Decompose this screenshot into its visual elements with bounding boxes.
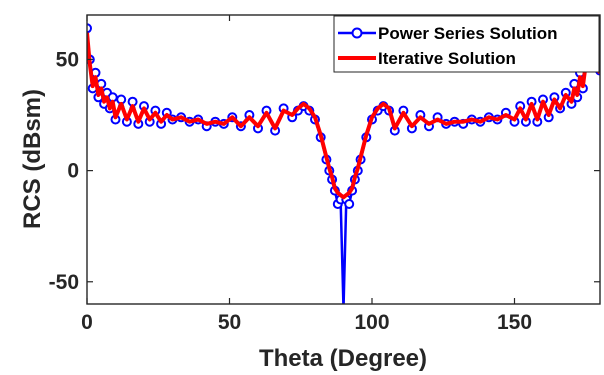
x-axis-label: Theta (Degree) — [259, 345, 427, 372]
y-tick-label: 50 — [56, 48, 79, 71]
y-tick-label: -50 — [49, 271, 79, 294]
data-point-power-series-solution — [344, 199, 355, 209]
data-point-power-series-solution — [341, 303, 346, 304]
legend-box — [333, 15, 600, 73]
series-line-iterative-solution — [87, 30, 600, 200]
x-tick-label: 0 — [81, 311, 93, 334]
x-tick-label: 50 — [218, 311, 241, 334]
legend-label-iterative: Iterative Solution — [378, 49, 516, 68]
data-point-power-series-solution — [87, 23, 92, 34]
legend-marker-power-series — [351, 27, 363, 39]
legend-label-power-series: Power Series Solution — [378, 24, 558, 43]
y-axis-label: RCS (dBsm) — [19, 89, 46, 229]
plot-frame — [86, 14, 601, 305]
legend: Power Series Solution Iterative Solution — [333, 15, 600, 73]
x-tick-label: 100 — [354, 311, 389, 334]
series-layer — [87, 23, 600, 304]
x-tick-label: 150 — [497, 311, 532, 334]
y-tick-label: 0 — [67, 160, 79, 183]
